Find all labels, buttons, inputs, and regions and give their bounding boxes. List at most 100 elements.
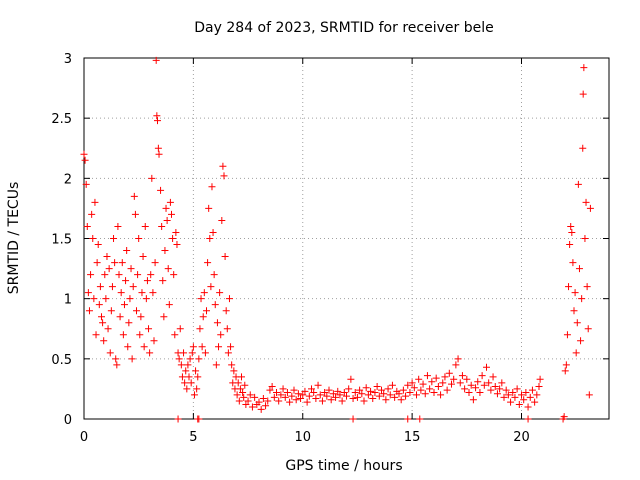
data-point <box>323 392 331 400</box>
data-point <box>441 373 449 381</box>
y-tick-label: 0 <box>64 413 72 428</box>
data-point <box>154 144 162 152</box>
data-point <box>434 383 442 391</box>
data-point <box>173 241 181 249</box>
data-point <box>128 355 136 363</box>
data-point <box>135 235 143 242</box>
data-point <box>205 204 213 212</box>
data-point <box>215 343 223 351</box>
data-point <box>217 331 225 339</box>
data-point <box>126 295 134 303</box>
data-point <box>312 395 320 403</box>
data-point <box>187 379 195 387</box>
data-point <box>275 397 283 405</box>
data-point <box>386 391 394 399</box>
data-point <box>579 90 587 98</box>
data-point <box>201 349 209 357</box>
data-point <box>445 369 453 377</box>
data-point <box>224 349 232 357</box>
data-point <box>563 331 571 339</box>
data-point <box>522 389 530 397</box>
data-point <box>288 392 296 400</box>
data-point <box>117 289 125 297</box>
data-point <box>175 355 183 363</box>
data-point <box>463 375 471 383</box>
data-point <box>89 235 97 242</box>
data-point <box>209 228 217 236</box>
data-point <box>308 385 315 393</box>
data-point <box>178 373 186 381</box>
data-point <box>524 403 532 411</box>
data-point <box>185 373 193 381</box>
data-point <box>467 381 475 389</box>
data-point <box>450 375 458 383</box>
data-point <box>281 393 289 401</box>
data-point <box>148 174 156 182</box>
y-tick-label: 2.5 <box>51 112 72 127</box>
data-point <box>572 349 580 357</box>
data-point <box>194 373 202 381</box>
data-point <box>235 397 243 405</box>
data-point <box>487 386 495 394</box>
data-point <box>190 391 198 399</box>
data-point <box>404 381 412 389</box>
data-point <box>458 372 466 380</box>
y-tick-label: 2 <box>64 172 72 187</box>
data-point <box>114 222 122 230</box>
data-point <box>419 380 427 388</box>
data-point <box>336 391 344 399</box>
data-point <box>301 387 309 395</box>
data-point <box>188 349 196 357</box>
data-point <box>327 396 335 404</box>
data-point <box>448 380 455 388</box>
data-point <box>305 392 313 400</box>
data-point <box>270 393 278 401</box>
data-point <box>573 319 581 327</box>
data-point <box>154 117 161 125</box>
data-point <box>251 393 259 401</box>
data-point <box>108 283 116 291</box>
data-point <box>158 222 166 230</box>
data-point <box>478 372 486 380</box>
data-point <box>99 319 107 327</box>
data-point <box>437 391 445 399</box>
data-point <box>248 403 256 411</box>
data-point <box>279 385 287 393</box>
grid <box>84 58 609 419</box>
data-point <box>364 391 372 399</box>
data-point <box>184 361 192 369</box>
data-point <box>107 307 115 315</box>
data-point <box>369 395 377 403</box>
data-point <box>416 415 424 423</box>
data-point <box>362 384 370 392</box>
data-point <box>345 385 353 393</box>
data-point <box>351 389 359 397</box>
data-point <box>528 386 536 394</box>
data-point <box>100 337 108 345</box>
data-point <box>378 386 385 394</box>
data-point <box>526 393 534 401</box>
data-point <box>198 343 206 351</box>
data-point <box>410 384 418 392</box>
data-point <box>171 331 179 339</box>
x-tick-label: 20 <box>513 430 530 445</box>
data-point <box>356 386 364 394</box>
data-point <box>367 387 375 395</box>
y-axis-label: SRMTID / TECUs <box>6 182 22 295</box>
data-point <box>277 391 285 399</box>
data-point <box>428 378 436 386</box>
data-point <box>213 319 221 327</box>
data-point <box>165 301 173 309</box>
data-point <box>469 396 477 404</box>
data-point <box>106 349 114 357</box>
data-point <box>273 389 280 397</box>
data-point <box>257 405 265 413</box>
data-point <box>110 235 118 242</box>
data-point <box>116 313 124 321</box>
data-point <box>159 277 167 285</box>
data-point <box>567 222 575 230</box>
data-point <box>145 325 153 333</box>
data-point <box>105 265 113 273</box>
data-point <box>485 379 493 387</box>
data-point <box>176 325 184 333</box>
